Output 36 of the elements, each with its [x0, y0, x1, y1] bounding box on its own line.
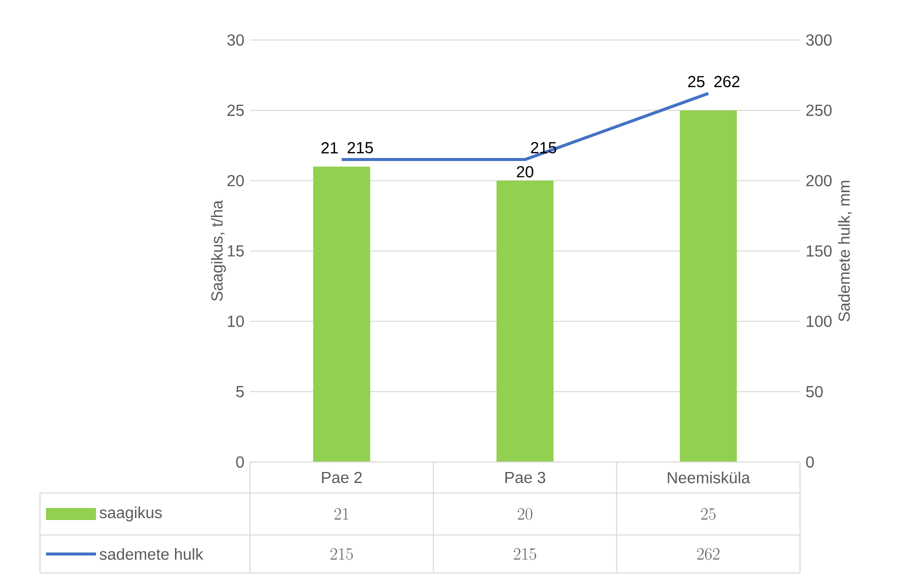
text: $262$: [697, 548, 720, 560]
y2-tick-label: 300: [806, 34, 832, 46]
y2-tick-label: 50: [806, 386, 823, 398]
text: $21$: [334, 508, 348, 520]
data-label: 25: [688, 76, 704, 88]
text: $25$: [701, 508, 716, 520]
text: $215$: [330, 548, 353, 560]
y-tick-label: 15: [228, 245, 244, 257]
data-label: 20: [516, 166, 534, 178]
y-tick-label: 25: [227, 104, 244, 116]
data-label: 215: [531, 142, 556, 154]
data-label: 215: [348, 142, 373, 154]
x-tick-label: Neemisküla: [668, 472, 750, 484]
x-tick-label: Pae 3: [505, 472, 546, 484]
data-label: 21: [321, 142, 338, 154]
y-tick-label: 0: [236, 456, 244, 468]
y-tick-label: 5: [236, 386, 244, 398]
x-tick-label: Pae 2: [322, 472, 362, 484]
legend-label: saagikus: [100, 506, 162, 522]
y2-axis-title: Sademete hulk, mm: [838, 180, 852, 322]
y-tick-label: 30: [227, 34, 244, 46]
y2-tick-label: 150: [806, 245, 832, 257]
text: $215$: [514, 548, 536, 560]
bar: [496, 180, 554, 462]
y2-tick-label: 250: [806, 104, 832, 116]
y2-tick-label: 200: [806, 174, 832, 186]
y2-tick-label: 100: [806, 316, 832, 327]
bar: [680, 110, 737, 462]
y2-tick-label: 0: [806, 456, 814, 468]
y-axis-title: Saagikus, t/ha: [210, 200, 226, 301]
y-tick-label: 20: [227, 174, 244, 186]
y-tick-label: 10: [228, 316, 244, 327]
text: $20$: [518, 508, 532, 520]
data-label: 262: [714, 76, 740, 88]
bar: [313, 166, 370, 462]
legend-label: sademete hulk: [100, 548, 204, 560]
